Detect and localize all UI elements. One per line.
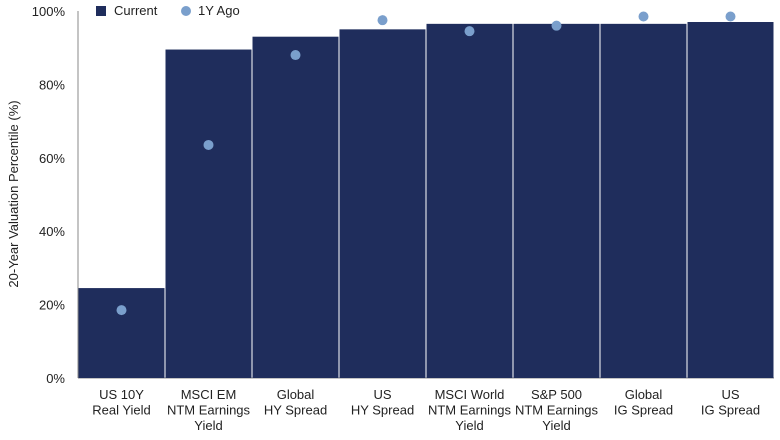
marker-1y-ago — [290, 50, 301, 61]
x-category-label: Yield — [455, 418, 483, 433]
x-category-label: HY Spread — [264, 403, 327, 418]
marker-1y-ago — [464, 26, 475, 37]
bar-current — [687, 22, 774, 378]
legend-swatch-1y-ago — [181, 6, 191, 16]
y-axis-title: 20-Year Valuation Percentile (%) — [6, 100, 21, 287]
legend: Current 1Y Ago — [96, 3, 240, 18]
bar-current — [513, 23, 600, 378]
y-tick-label: 40% — [39, 224, 65, 239]
bars — [78, 22, 774, 378]
x-category-label: Yield — [542, 418, 570, 433]
x-category-label: S&P 500 — [531, 387, 582, 402]
bar-current — [600, 23, 687, 378]
marker-1y-ago — [116, 305, 127, 316]
legend-label-current: Current — [114, 3, 158, 18]
x-category-label: Real Yield — [92, 403, 151, 418]
marker-1y-ago — [725, 11, 736, 22]
x-category-label: MSCI World — [435, 387, 505, 402]
x-category-label: NTM Earnings — [428, 403, 512, 418]
x-category-label: Yield — [194, 418, 222, 433]
x-category-label: IG Spread — [614, 403, 673, 418]
marker-1y-ago — [551, 20, 562, 31]
x-category-label: Global — [625, 387, 663, 402]
x-category-label: Global — [277, 387, 315, 402]
y-tick-label: 0% — [46, 371, 65, 386]
legend-swatch-current — [96, 6, 106, 16]
marker-1y-ago — [377, 15, 388, 26]
y-tick-labels: 0% 20% 40% 60% 80% 100% — [32, 4, 66, 386]
marker-1y-ago — [638, 11, 649, 22]
x-category-label: NTM Earnings — [515, 403, 599, 418]
bar-current — [165, 49, 252, 378]
x-category-label: US 10Y — [99, 387, 144, 402]
y-tick-label: 60% — [39, 151, 65, 166]
bar-current — [339, 29, 426, 378]
y-tick-label: 80% — [39, 77, 65, 92]
y-tick-label: 100% — [32, 4, 66, 19]
x-category-label: MSCI EM — [181, 387, 237, 402]
marker-1y-ago — [203, 139, 214, 150]
x-category-label: NTM Earnings — [167, 403, 251, 418]
bar-current — [78, 288, 165, 378]
x-category-label: US — [721, 387, 739, 402]
y-tick-label: 20% — [39, 298, 65, 313]
x-category-label: US — [373, 387, 391, 402]
markers — [116, 11, 736, 316]
x-category-label: HY Spread — [351, 403, 414, 418]
x-category-label: IG Spread — [701, 403, 760, 418]
legend-label-1y-ago: 1Y Ago — [198, 3, 240, 18]
bar-current — [252, 36, 339, 378]
bar-current — [426, 23, 513, 378]
